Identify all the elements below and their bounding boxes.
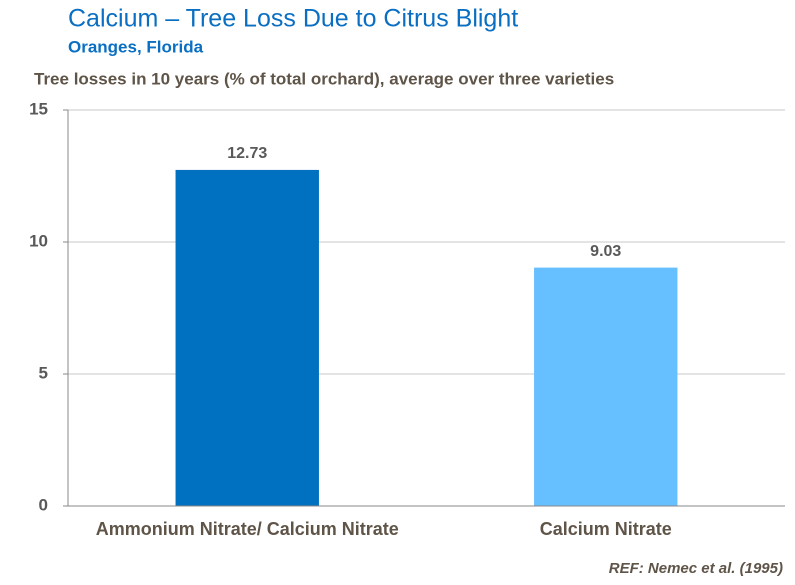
data-label: 12.73 (227, 145, 267, 162)
bar (175, 169, 319, 507)
chart-subtitle: Oranges, Florida (68, 37, 204, 56)
y-tick-label: 10 (29, 231, 48, 250)
y-tick-label: 5 (39, 363, 48, 382)
y-tick-label: 15 (29, 99, 48, 118)
y-tick-label: 0 (39, 495, 48, 514)
x-tick-label: Calcium Nitrate (540, 519, 672, 539)
reference-note: REF: Nemec et al. (1995) (609, 560, 783, 577)
y-axis-label: Tree losses in 10 years (% of total orch… (34, 69, 614, 88)
data-label: 9.03 (590, 243, 621, 260)
bar (534, 267, 678, 506)
chart-title: Calcium – Tree Loss Due to Citrus Blight (68, 5, 518, 33)
x-tick-label: Ammonium Nitrate/ Calcium Nitrate (96, 519, 399, 539)
